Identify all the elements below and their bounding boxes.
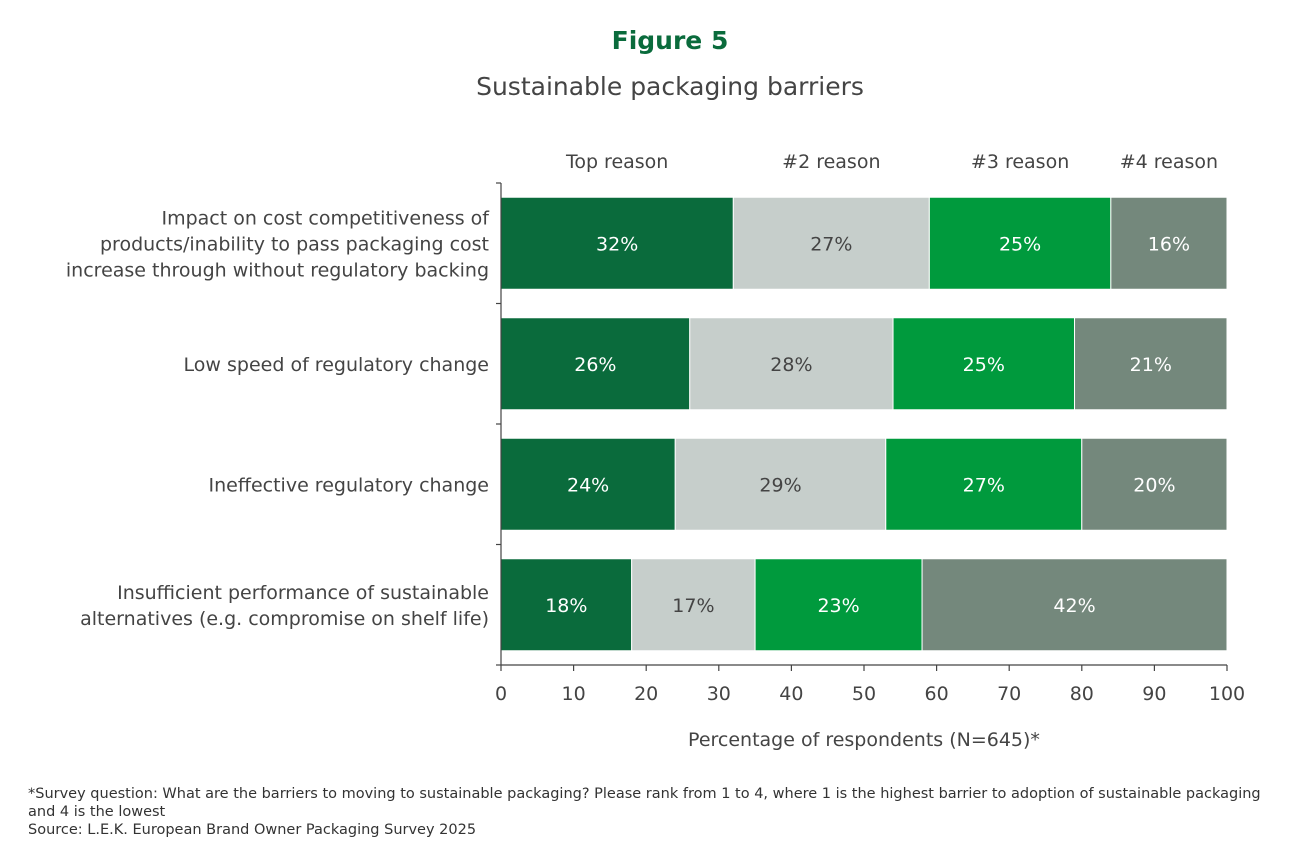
data-label: 21%	[1130, 354, 1172, 376]
category-label: Ineffective regulatory change	[209, 474, 489, 496]
bar-segment	[928, 196, 1112, 290]
data-label: 25%	[963, 354, 1005, 376]
bar-segment	[1081, 437, 1228, 531]
legend-label: #2 reason	[782, 151, 880, 173]
data-label: 42%	[1053, 595, 1095, 617]
bar-segment	[674, 437, 887, 531]
legend-label: Top reason	[565, 151, 668, 173]
data-label: 27%	[963, 474, 1005, 496]
data-label: 20%	[1133, 474, 1175, 496]
bar-segment	[1074, 317, 1228, 411]
data-label: 28%	[770, 354, 812, 376]
category-label: alternatives (e.g. compromise on shelf l…	[80, 608, 489, 630]
category-label: Insufficient performance of sustainable	[117, 582, 489, 604]
bar-segment	[892, 317, 1076, 411]
x-axis-label: Percentage of respondents (N=645)*	[688, 729, 1040, 751]
data-label: 32%	[596, 233, 638, 255]
data-label: 27%	[810, 233, 852, 255]
x-tick-label: 20	[634, 683, 658, 705]
category-label: Impact on cost competitiveness of	[161, 207, 490, 229]
data-label: 24%	[567, 474, 609, 496]
category-label: Low speed of regulatory change	[184, 354, 489, 376]
x-tick-label: 30	[707, 683, 731, 705]
data-label: 29%	[759, 474, 801, 496]
data-label: 25%	[999, 233, 1041, 255]
bar-segment	[689, 317, 894, 411]
bar-segment	[921, 558, 1228, 652]
survey-note: *Survey question: What are the barriers …	[28, 786, 1261, 820]
bar-segment	[500, 317, 691, 411]
chart-title: Sustainable packaging barriers	[476, 72, 864, 101]
x-tick-label: 90	[1142, 683, 1166, 705]
category-label: products/inability to pass packaging cos…	[100, 233, 489, 255]
bar-segment	[885, 437, 1083, 531]
x-tick-label: 50	[852, 683, 876, 705]
bar-segment	[500, 437, 676, 531]
x-tick-label: 10	[562, 683, 586, 705]
legend-label: #3 reason	[971, 151, 1069, 173]
x-tick-label: 40	[779, 683, 803, 705]
data-label: 26%	[574, 354, 616, 376]
x-tick-label: 0	[495, 683, 507, 705]
data-label: 23%	[817, 595, 859, 617]
data-label: 18%	[545, 595, 587, 617]
bar-segment	[1110, 196, 1228, 290]
footnote: *Survey question: What are the barriers …	[28, 785, 1268, 839]
x-tick-label: 100	[1209, 683, 1245, 705]
bar-segment	[631, 558, 756, 652]
bar-segment	[500, 196, 734, 290]
x-tick-label: 70	[997, 683, 1021, 705]
source-note: Source: L.E.K. European Brand Owner Pack…	[28, 822, 477, 838]
legend-label: #4 reason	[1120, 151, 1218, 173]
category-label: increase through without regulatory back…	[66, 259, 489, 281]
data-label: 17%	[672, 595, 714, 617]
x-tick-label: 60	[925, 683, 949, 705]
figure-label: Figure 5	[611, 26, 729, 55]
bar-segment	[500, 558, 633, 652]
data-label: 16%	[1148, 233, 1190, 255]
x-tick-label: 80	[1070, 683, 1094, 705]
